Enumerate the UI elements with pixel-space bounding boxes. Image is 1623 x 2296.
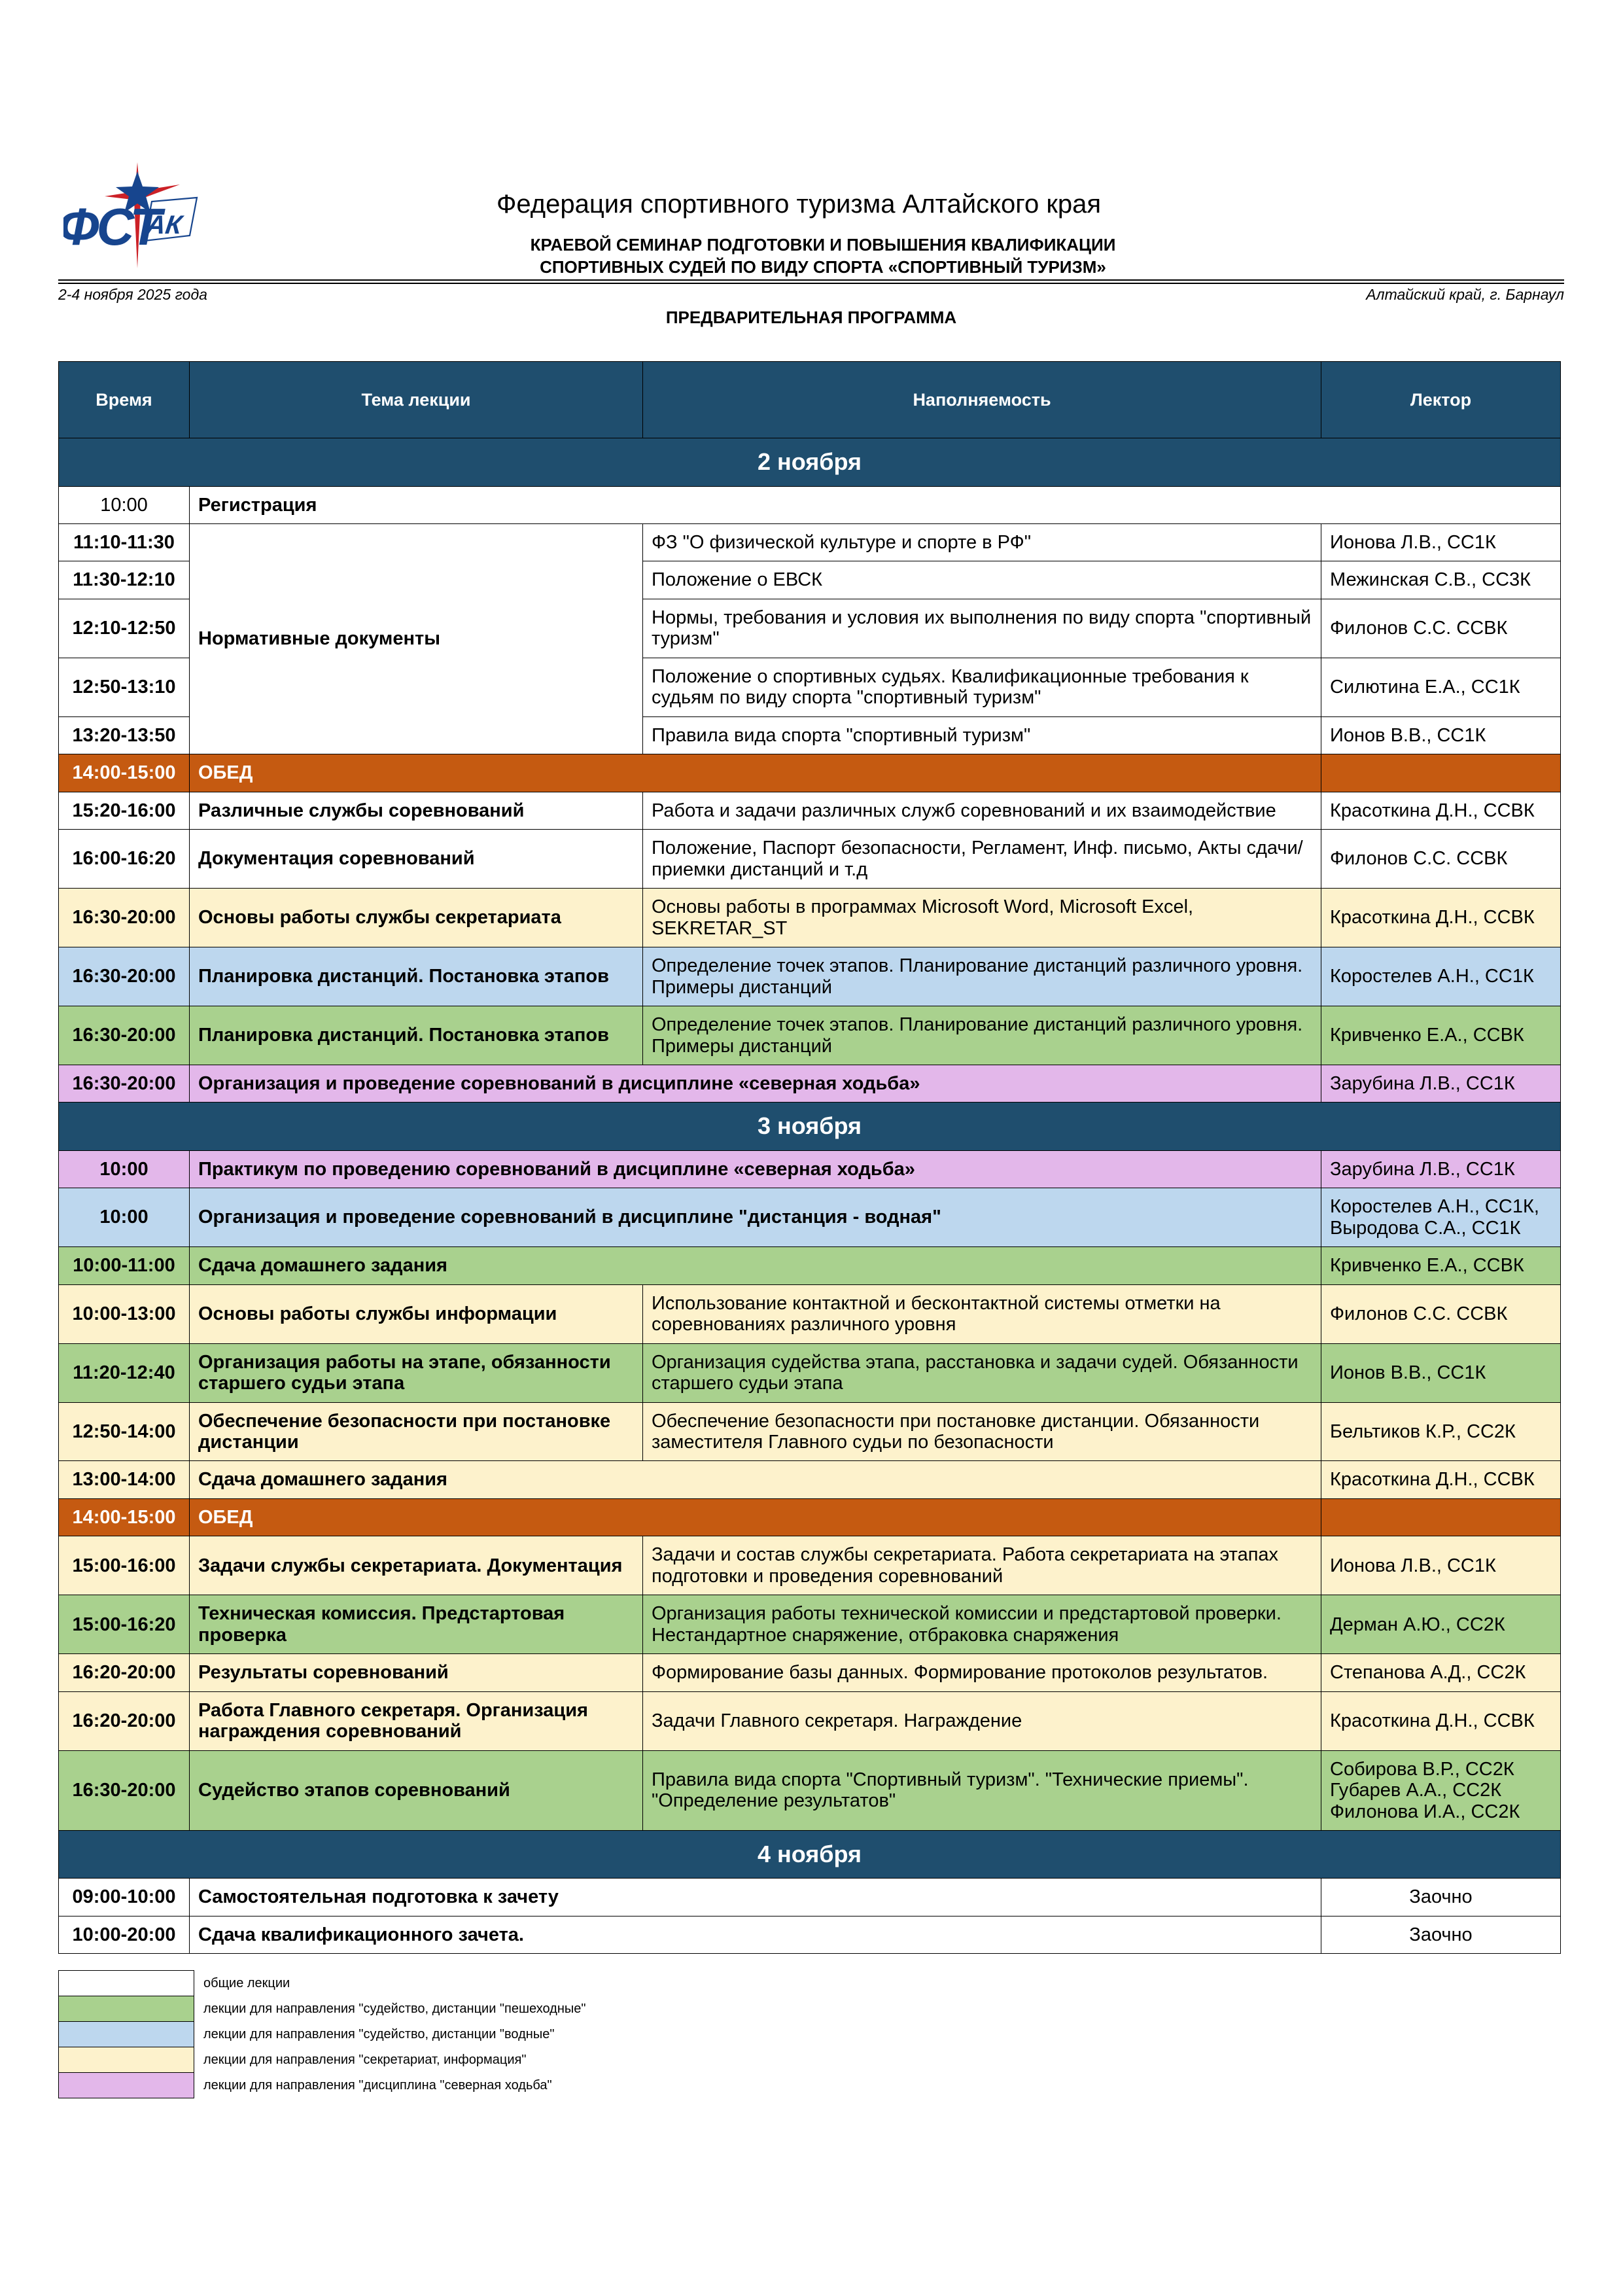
svg-text:АК: АК bbox=[144, 210, 185, 239]
